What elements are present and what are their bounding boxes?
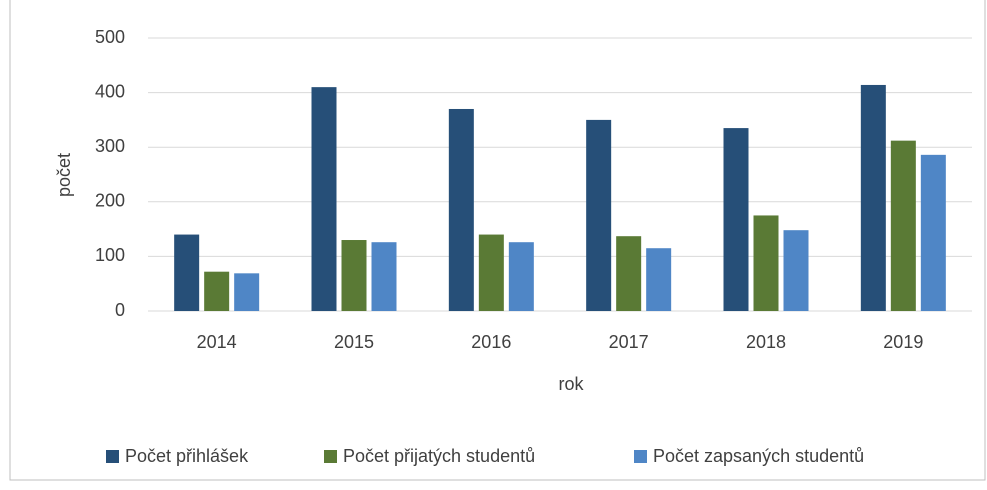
y-tick-label: 100 xyxy=(95,245,125,265)
bar xyxy=(341,240,367,311)
x-tick-label: 2015 xyxy=(334,332,374,352)
x-tick-label: 2017 xyxy=(609,332,649,352)
legend-swatch xyxy=(634,450,647,463)
legend-swatch xyxy=(324,450,337,463)
x-tick-label: 2018 xyxy=(746,332,786,352)
y-tick-label: 500 xyxy=(95,27,125,47)
legend-label: Počet přihlášek xyxy=(125,446,249,466)
chart-frame xyxy=(9,0,986,481)
bar xyxy=(234,273,260,311)
y-tick-label: 200 xyxy=(95,191,125,211)
y-tick-label: 0 xyxy=(115,300,125,320)
y-tick-label: 400 xyxy=(95,81,125,101)
bar xyxy=(371,242,397,311)
legend-label: Počet přijatých studentů xyxy=(343,446,535,466)
bar xyxy=(783,230,809,311)
legend-label: Počet zapsaných studentů xyxy=(653,446,864,466)
x-tick-label: 2016 xyxy=(471,332,511,352)
y-tick-label: 300 xyxy=(95,136,125,156)
bar xyxy=(890,140,916,311)
legend-swatch xyxy=(106,450,119,463)
bar xyxy=(616,236,642,311)
y-axis-label: počet xyxy=(54,153,74,197)
bar xyxy=(204,271,230,311)
bar xyxy=(860,84,886,312)
bar xyxy=(311,87,337,311)
bar xyxy=(920,154,946,311)
bar xyxy=(646,248,672,311)
x-tick-label: 2019 xyxy=(883,332,923,352)
bar xyxy=(448,108,474,311)
x-axis-label: rok xyxy=(558,374,584,394)
bar xyxy=(478,234,504,311)
bar xyxy=(723,128,749,311)
bar xyxy=(586,119,612,312)
x-tick-label: 2014 xyxy=(197,332,237,352)
bar xyxy=(508,242,534,311)
bar xyxy=(174,234,200,311)
bar xyxy=(753,215,779,311)
